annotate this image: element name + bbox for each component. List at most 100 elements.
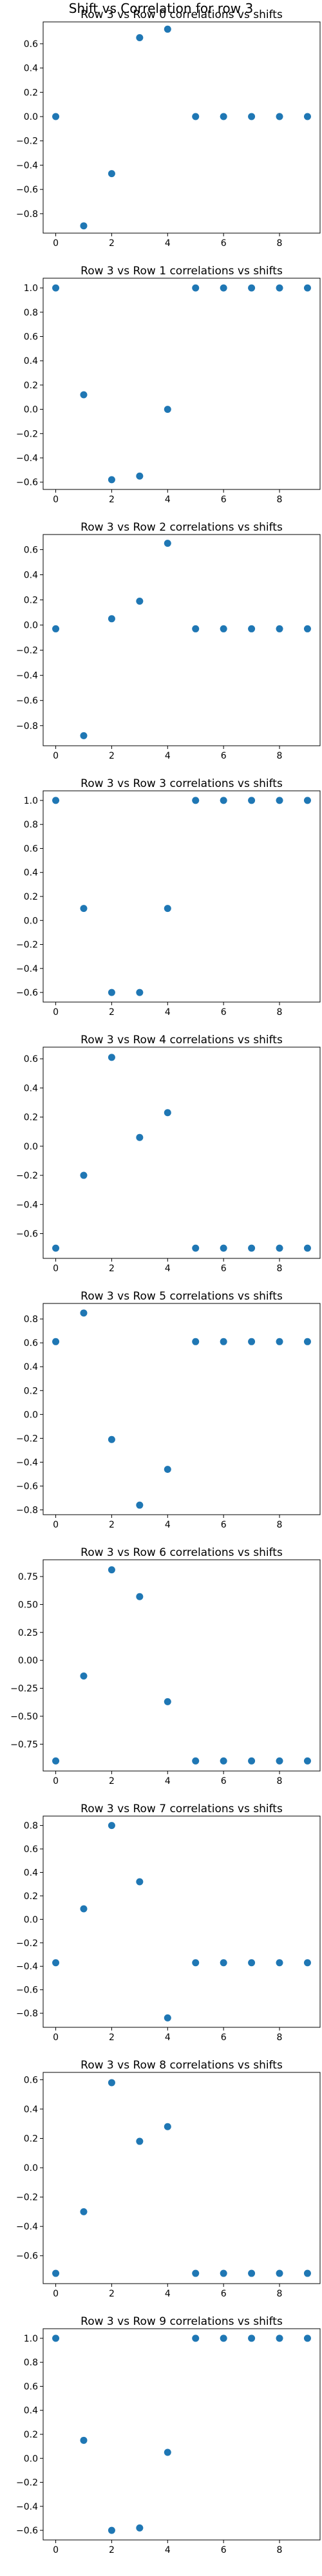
y-tick-label: −0.2 bbox=[16, 137, 38, 147]
chart-5: Row 3 vs Row 5 correlations vs shifts 0 2 4… bbox=[16, 1290, 321, 1530]
data-point bbox=[276, 1244, 283, 1252]
y-tick-label: −0.2 bbox=[16, 1938, 38, 1949]
data-point bbox=[80, 905, 88, 913]
x-tick-label: 4 bbox=[165, 1264, 171, 1274]
y-tick-label: −0.6 bbox=[16, 1229, 38, 1240]
data-point bbox=[108, 1566, 115, 1574]
y-tick-label: 0.6 bbox=[24, 332, 38, 342]
y-tick-label: 0.8 bbox=[24, 308, 38, 318]
data-point bbox=[192, 1244, 200, 1252]
data-point bbox=[108, 615, 115, 623]
data-point bbox=[276, 113, 283, 120]
x-tick-label: 6 bbox=[221, 1776, 227, 1786]
data-point bbox=[136, 1878, 144, 1886]
axes-frame bbox=[43, 278, 321, 490]
y-tick-label: −0.8 bbox=[16, 1506, 38, 1516]
x-tick-label: 0 bbox=[53, 1520, 59, 1530]
chart-7: Row 3 vs Row 7 correlations vs shifts 0 2 4… bbox=[16, 1803, 321, 2043]
data-point bbox=[192, 625, 200, 632]
y-tick-label: −0.6 bbox=[16, 185, 38, 195]
data-point bbox=[80, 222, 88, 230]
x-tick-label: 6 bbox=[221, 238, 227, 249]
data-point bbox=[220, 1757, 227, 1765]
chart-title: Row 3 vs Row 6 correlations vs shifts bbox=[80, 1546, 283, 1559]
x-tick-label: 2 bbox=[109, 238, 115, 249]
chart-0: Row 3 vs Row 0 correlations vs shifts 0 2 4… bbox=[16, 8, 321, 249]
data-point bbox=[108, 2079, 115, 2087]
data-point bbox=[80, 391, 88, 399]
axes-frame bbox=[43, 21, 321, 234]
x-tick-label: 8 bbox=[277, 1007, 283, 1018]
data-point bbox=[164, 905, 171, 913]
x-tick-label: 4 bbox=[165, 2289, 171, 2299]
data-point bbox=[248, 284, 256, 292]
chart-8: Row 3 vs Row 8 correlations vs shifts 0 2 4… bbox=[16, 2059, 321, 2299]
y-tick-label: 1.0 bbox=[24, 2334, 38, 2344]
y-tick-label: 0.0 bbox=[24, 112, 38, 122]
y-tick-label: 0.2 bbox=[24, 1891, 38, 1902]
x-tick-label: 4 bbox=[165, 1007, 171, 1018]
y-tick-label: 0.8 bbox=[24, 1314, 38, 1325]
x-tick-label: 2 bbox=[109, 1776, 115, 1786]
x-tick-label: 0 bbox=[53, 1264, 59, 1274]
chart-title: Row 3 vs Row 9 correlations vs shifts bbox=[80, 2315, 283, 2328]
y-tick-label: 0.4 bbox=[24, 1362, 38, 1372]
data-point bbox=[303, 1757, 311, 1765]
data-point bbox=[303, 797, 311, 804]
y-tick-label: −0.2 bbox=[16, 2478, 38, 2488]
y-tick-label: −0.2 bbox=[16, 646, 38, 656]
data-point bbox=[276, 2334, 283, 2342]
y-tick-label: 0.6 bbox=[24, 1054, 38, 1065]
y-tick-label: 0.00 bbox=[18, 1656, 38, 1666]
data-point bbox=[164, 25, 171, 33]
data-point bbox=[108, 170, 115, 178]
data-point bbox=[80, 1905, 88, 1913]
y-tick-label: −0.4 bbox=[16, 2222, 38, 2232]
y-tick-label: 0.8 bbox=[24, 1821, 38, 1832]
y-tick-label: −0.4 bbox=[16, 964, 38, 974]
y-tick-label: −0.6 bbox=[16, 478, 38, 488]
axes-frame bbox=[43, 2072, 321, 2284]
data-point bbox=[164, 1109, 171, 1117]
chart-title: Row 3 vs Row 5 correlations vs shifts bbox=[80, 1290, 283, 1303]
data-point bbox=[136, 2137, 144, 2145]
x-tick-label: 8 bbox=[277, 1264, 283, 1274]
x-tick-label: 2 bbox=[109, 1264, 115, 1274]
x-tick-label: 8 bbox=[277, 751, 283, 761]
axes-frame bbox=[43, 534, 321, 746]
y-tick-label: −0.8 bbox=[16, 209, 38, 220]
data-point bbox=[303, 1959, 311, 1967]
axes-frame bbox=[43, 2328, 321, 2541]
x-tick-label: 8 bbox=[277, 2289, 283, 2299]
data-point bbox=[108, 2526, 115, 2534]
data-point bbox=[164, 406, 171, 413]
y-tick-label: 0.25 bbox=[18, 1628, 38, 1638]
y-tick-label: −0.25 bbox=[10, 1684, 38, 1694]
x-tick-label: 6 bbox=[221, 1264, 227, 1274]
data-point bbox=[164, 2123, 171, 2130]
data-point bbox=[303, 1338, 311, 1345]
y-tick-label: 0.0 bbox=[24, 1142, 38, 1152]
x-tick-label: 6 bbox=[221, 751, 227, 761]
data-point bbox=[220, 1959, 227, 1967]
data-point bbox=[220, 797, 227, 804]
y-tick-label: 0.50 bbox=[18, 1600, 38, 1610]
axes-frame bbox=[43, 790, 321, 1003]
data-point bbox=[80, 1171, 88, 1179]
chart-title: Row 3 vs Row 0 correlations vs shifts bbox=[80, 8, 283, 21]
x-tick-label: 0 bbox=[53, 1007, 59, 1018]
data-point bbox=[276, 1959, 283, 1967]
y-tick-label: −0.4 bbox=[16, 453, 38, 464]
data-point bbox=[192, 2269, 200, 2277]
chart-9: Row 3 vs Row 9 correlations vs shifts 0 2 4… bbox=[16, 2315, 321, 2555]
data-point bbox=[192, 797, 200, 804]
data-point bbox=[248, 1959, 256, 1967]
y-tick-label: −0.6 bbox=[16, 2526, 38, 2536]
data-point bbox=[276, 284, 283, 292]
data-point bbox=[52, 1959, 60, 1967]
data-point bbox=[192, 113, 200, 120]
x-tick-label: 4 bbox=[165, 751, 171, 761]
data-point bbox=[220, 625, 227, 632]
data-point bbox=[192, 1959, 200, 1967]
data-point bbox=[192, 284, 200, 292]
